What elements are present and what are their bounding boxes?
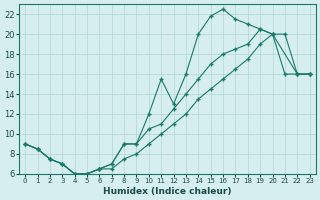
X-axis label: Humidex (Indice chaleur): Humidex (Indice chaleur)	[103, 187, 232, 196]
